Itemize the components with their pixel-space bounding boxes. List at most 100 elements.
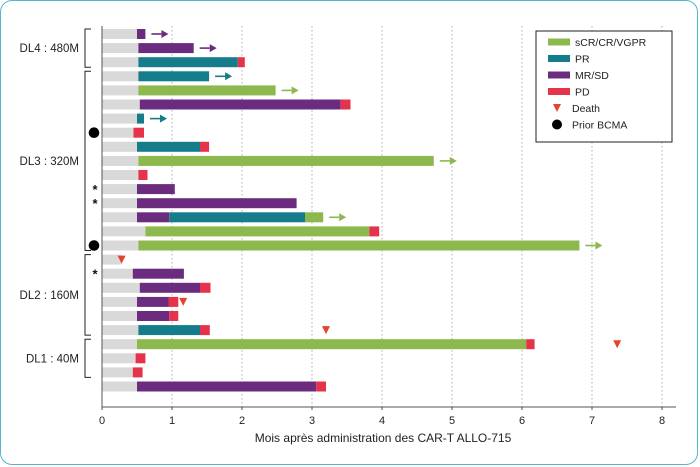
bar-segment-mr <box>137 212 170 223</box>
bar-segment-mr <box>139 99 341 110</box>
legend-label: MR/SD <box>575 70 609 82</box>
legend-label: Prior BCMA <box>572 120 627 132</box>
death-marker <box>117 255 126 264</box>
bar-segment-pr <box>138 57 238 68</box>
bar-segment-pre <box>102 184 137 195</box>
legend-label: PR <box>575 54 590 66</box>
bar-segment-pre <box>102 71 139 82</box>
bar-segment-scr <box>137 339 527 350</box>
bar-segment-pre <box>102 339 137 350</box>
bar-segment-mr <box>137 296 169 307</box>
bar-segment-pd <box>237 57 245 68</box>
bar-segment-mr <box>138 43 194 54</box>
bar-segment-pr <box>169 212 305 223</box>
x-tick-label: 4 <box>379 415 385 427</box>
bar-segment-scr <box>138 85 276 96</box>
bar-segment-pd <box>316 381 326 392</box>
ongoing-arrow-head <box>161 30 169 38</box>
ongoing-arrow-head <box>339 213 347 222</box>
legend-swatch-bcma <box>552 119 562 130</box>
bar-segment-pre <box>102 311 137 321</box>
bar-segment-pre <box>102 268 133 279</box>
prior-bcma-marker <box>88 240 100 251</box>
legend-swatch-pr <box>548 55 570 62</box>
bar-segment-pr <box>138 325 200 336</box>
bar-segment-pre <box>102 198 137 209</box>
x-axis: 0 1 2 3 4 5 6 7 8 <box>99 26 676 427</box>
prior-bcma-marker <box>88 127 100 138</box>
bar-segment-pr <box>138 71 210 82</box>
bar-segment-pre <box>102 240 139 251</box>
death-marker <box>179 297 188 306</box>
group-bracket <box>84 254 91 336</box>
bar-segment-mr <box>132 268 184 279</box>
bar-segment-pd <box>200 141 210 152</box>
bar-segment-scr <box>138 240 580 251</box>
bar-segment-pre <box>102 325 139 336</box>
bar-segment-mr <box>137 29 146 39</box>
bar-segment-pd <box>135 353 146 364</box>
bar-segment-scr <box>138 155 434 166</box>
legend: sCR/CR/VGPR PR MR/SD PD Death Prior BCMA <box>535 30 673 143</box>
x-tick-label: 2 <box>239 415 245 427</box>
legend-swatch-mr <box>548 71 570 79</box>
bar-segment-pre <box>102 29 137 39</box>
bars: *** <box>88 29 622 392</box>
x-tick-label: 5 <box>449 415 455 427</box>
bar-segment-pre <box>102 141 137 152</box>
ongoing-arrow-head <box>225 72 233 81</box>
bar-segment-pd <box>340 99 351 110</box>
group-label: DL2 : 160M <box>20 290 79 302</box>
bar-segment-mr <box>137 311 170 321</box>
bar-segment-pr <box>137 113 144 124</box>
bar-segment-pre <box>102 57 139 68</box>
bar-segment-pre <box>102 99 140 110</box>
legend-label: PD <box>575 87 590 99</box>
bar-segment-pd <box>169 311 179 321</box>
bar-segment-pre <box>102 226 146 237</box>
group-label: DL3 : 320M <box>20 156 79 168</box>
bar-segment-pre <box>102 296 137 307</box>
death-marker <box>322 326 330 335</box>
bar-segment-pre <box>102 367 133 378</box>
asterisk-marker: * <box>92 267 98 282</box>
bar-segment-pd <box>132 367 143 378</box>
legend-swatch-death <box>553 104 561 112</box>
bar-segment-pd <box>200 325 210 336</box>
ongoing-arrow-head <box>291 86 299 95</box>
bar-segment-pd <box>369 226 380 237</box>
group-bracket <box>84 28 91 68</box>
bar-segment-mr <box>137 381 317 392</box>
bar-segment-pre <box>102 254 122 265</box>
bar-segment-pre <box>102 282 140 293</box>
x-tick-label: 8 <box>659 415 665 427</box>
legend-swatch-pd <box>548 88 570 95</box>
x-axis-label: Mois après administration des CAR-T ALLO… <box>255 431 512 445</box>
group-label: DL1 : 40M <box>26 353 79 365</box>
legend-label: Death <box>572 103 600 115</box>
bar-segment-pre <box>102 170 139 180</box>
x-tick-label: 3 <box>309 415 315 427</box>
asterisk-marker: * <box>92 196 98 211</box>
bar-segment-pr <box>137 141 200 152</box>
bar-segment-scr <box>145 226 370 237</box>
bar-segment-pre <box>102 212 137 223</box>
bar-segment-pre <box>102 85 139 96</box>
bar-segment-pre <box>102 127 134 138</box>
ongoing-arrow-head <box>160 114 167 123</box>
bar-segment-scr <box>305 212 324 223</box>
bar-segment-pd <box>133 127 144 138</box>
x-tick-label: 7 <box>589 415 595 427</box>
bar-segment-pd <box>526 339 535 350</box>
bar-segment-pd <box>138 170 148 180</box>
bar-segment-mr <box>139 282 200 293</box>
bar-segment-pd <box>168 296 179 307</box>
bar-segment-pre <box>102 381 137 392</box>
bar-segment-mr <box>137 198 297 209</box>
ongoing-arrow-head <box>595 241 603 250</box>
bar-segment-pre <box>102 43 139 54</box>
dose-groups: DL4 : 480M DL3 : 320M DL2 : 160M DL1 : 40M <box>20 28 91 378</box>
ongoing-arrow-head <box>449 156 457 165</box>
legend-label: sCR/CR/VGPR <box>575 37 647 49</box>
